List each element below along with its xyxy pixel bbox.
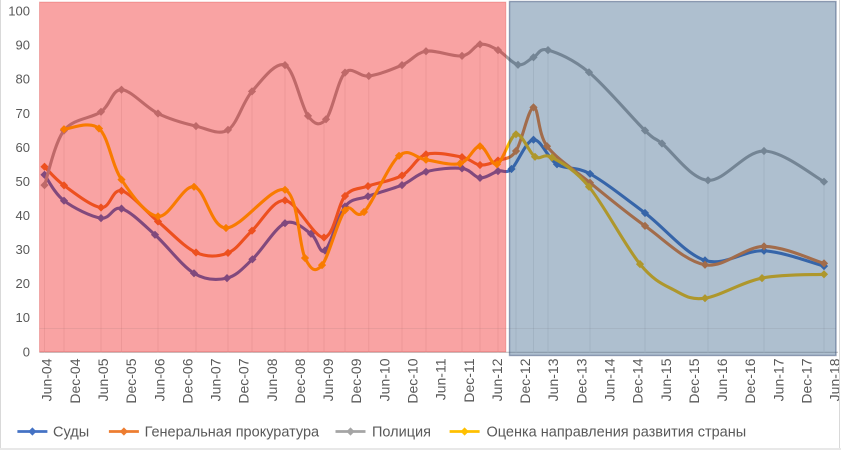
- svg-text:Dec-14: Dec-14: [630, 358, 646, 403]
- svg-text:Dec-06: Dec-06: [179, 358, 195, 403]
- svg-text:Dec-09: Dec-09: [348, 358, 364, 403]
- svg-text:Jun-11: Jun-11: [433, 358, 449, 400]
- svg-text:Jun-13: Jun-13: [545, 358, 561, 401]
- svg-text:0: 0: [23, 344, 30, 359]
- svg-text:Jun-05: Jun-05: [95, 358, 111, 401]
- svg-text:Полиция: Полиция: [372, 424, 431, 440]
- svg-text:Jun-10: Jun-10: [376, 358, 392, 401]
- svg-text:100: 100: [8, 4, 30, 19]
- svg-text:Оценка направления развития ст: Оценка направления развития страны: [487, 424, 747, 440]
- svg-text:80: 80: [16, 72, 30, 87]
- svg-text:90: 90: [16, 38, 30, 53]
- svg-text:60: 60: [16, 140, 30, 155]
- svg-text:Jun-08: Jun-08: [264, 358, 280, 401]
- svg-text:Jun-07: Jun-07: [208, 358, 224, 401]
- svg-text:Суды: Суды: [53, 424, 89, 440]
- svg-text:Dec-16: Dec-16: [742, 358, 758, 403]
- svg-text:Jun-14: Jun-14: [602, 358, 618, 401]
- svg-text:30: 30: [16, 242, 30, 257]
- svg-text:Jun-17: Jun-17: [770, 358, 786, 401]
- svg-text:40: 40: [16, 208, 30, 223]
- svg-text:50: 50: [16, 174, 30, 189]
- svg-text:Dec-13: Dec-13: [573, 358, 589, 403]
- svg-text:Jun-04: Jun-04: [39, 358, 55, 401]
- svg-text:Jun-15: Jun-15: [658, 358, 674, 401]
- svg-text:Jun-12: Jun-12: [489, 358, 505, 401]
- svg-text:Jun-18: Jun-18: [827, 358, 841, 401]
- svg-text:70: 70: [16, 106, 30, 121]
- svg-text:Dec-17: Dec-17: [799, 358, 815, 403]
- svg-text:Dec-10: Dec-10: [405, 358, 421, 403]
- svg-text:Dec-07: Dec-07: [236, 358, 252, 403]
- svg-text:Dec-04: Dec-04: [67, 358, 83, 403]
- svg-text:20: 20: [16, 276, 30, 291]
- svg-text:Jun-06: Jun-06: [151, 358, 167, 401]
- svg-text:Dec-08: Dec-08: [292, 358, 308, 403]
- svg-text:Jun-16: Jun-16: [714, 358, 730, 401]
- svg-text:Jun-09: Jun-09: [320, 358, 336, 401]
- svg-text:Dec-15: Dec-15: [686, 358, 702, 403]
- svg-text:Генеральная прокуратура: Генеральная прокуратура: [145, 424, 320, 440]
- svg-text:Dec-12: Dec-12: [517, 358, 533, 403]
- svg-text:Dec-11: Dec-11: [461, 358, 477, 402]
- svg-text:Dec-05: Dec-05: [123, 358, 139, 403]
- svg-text:10: 10: [16, 310, 30, 325]
